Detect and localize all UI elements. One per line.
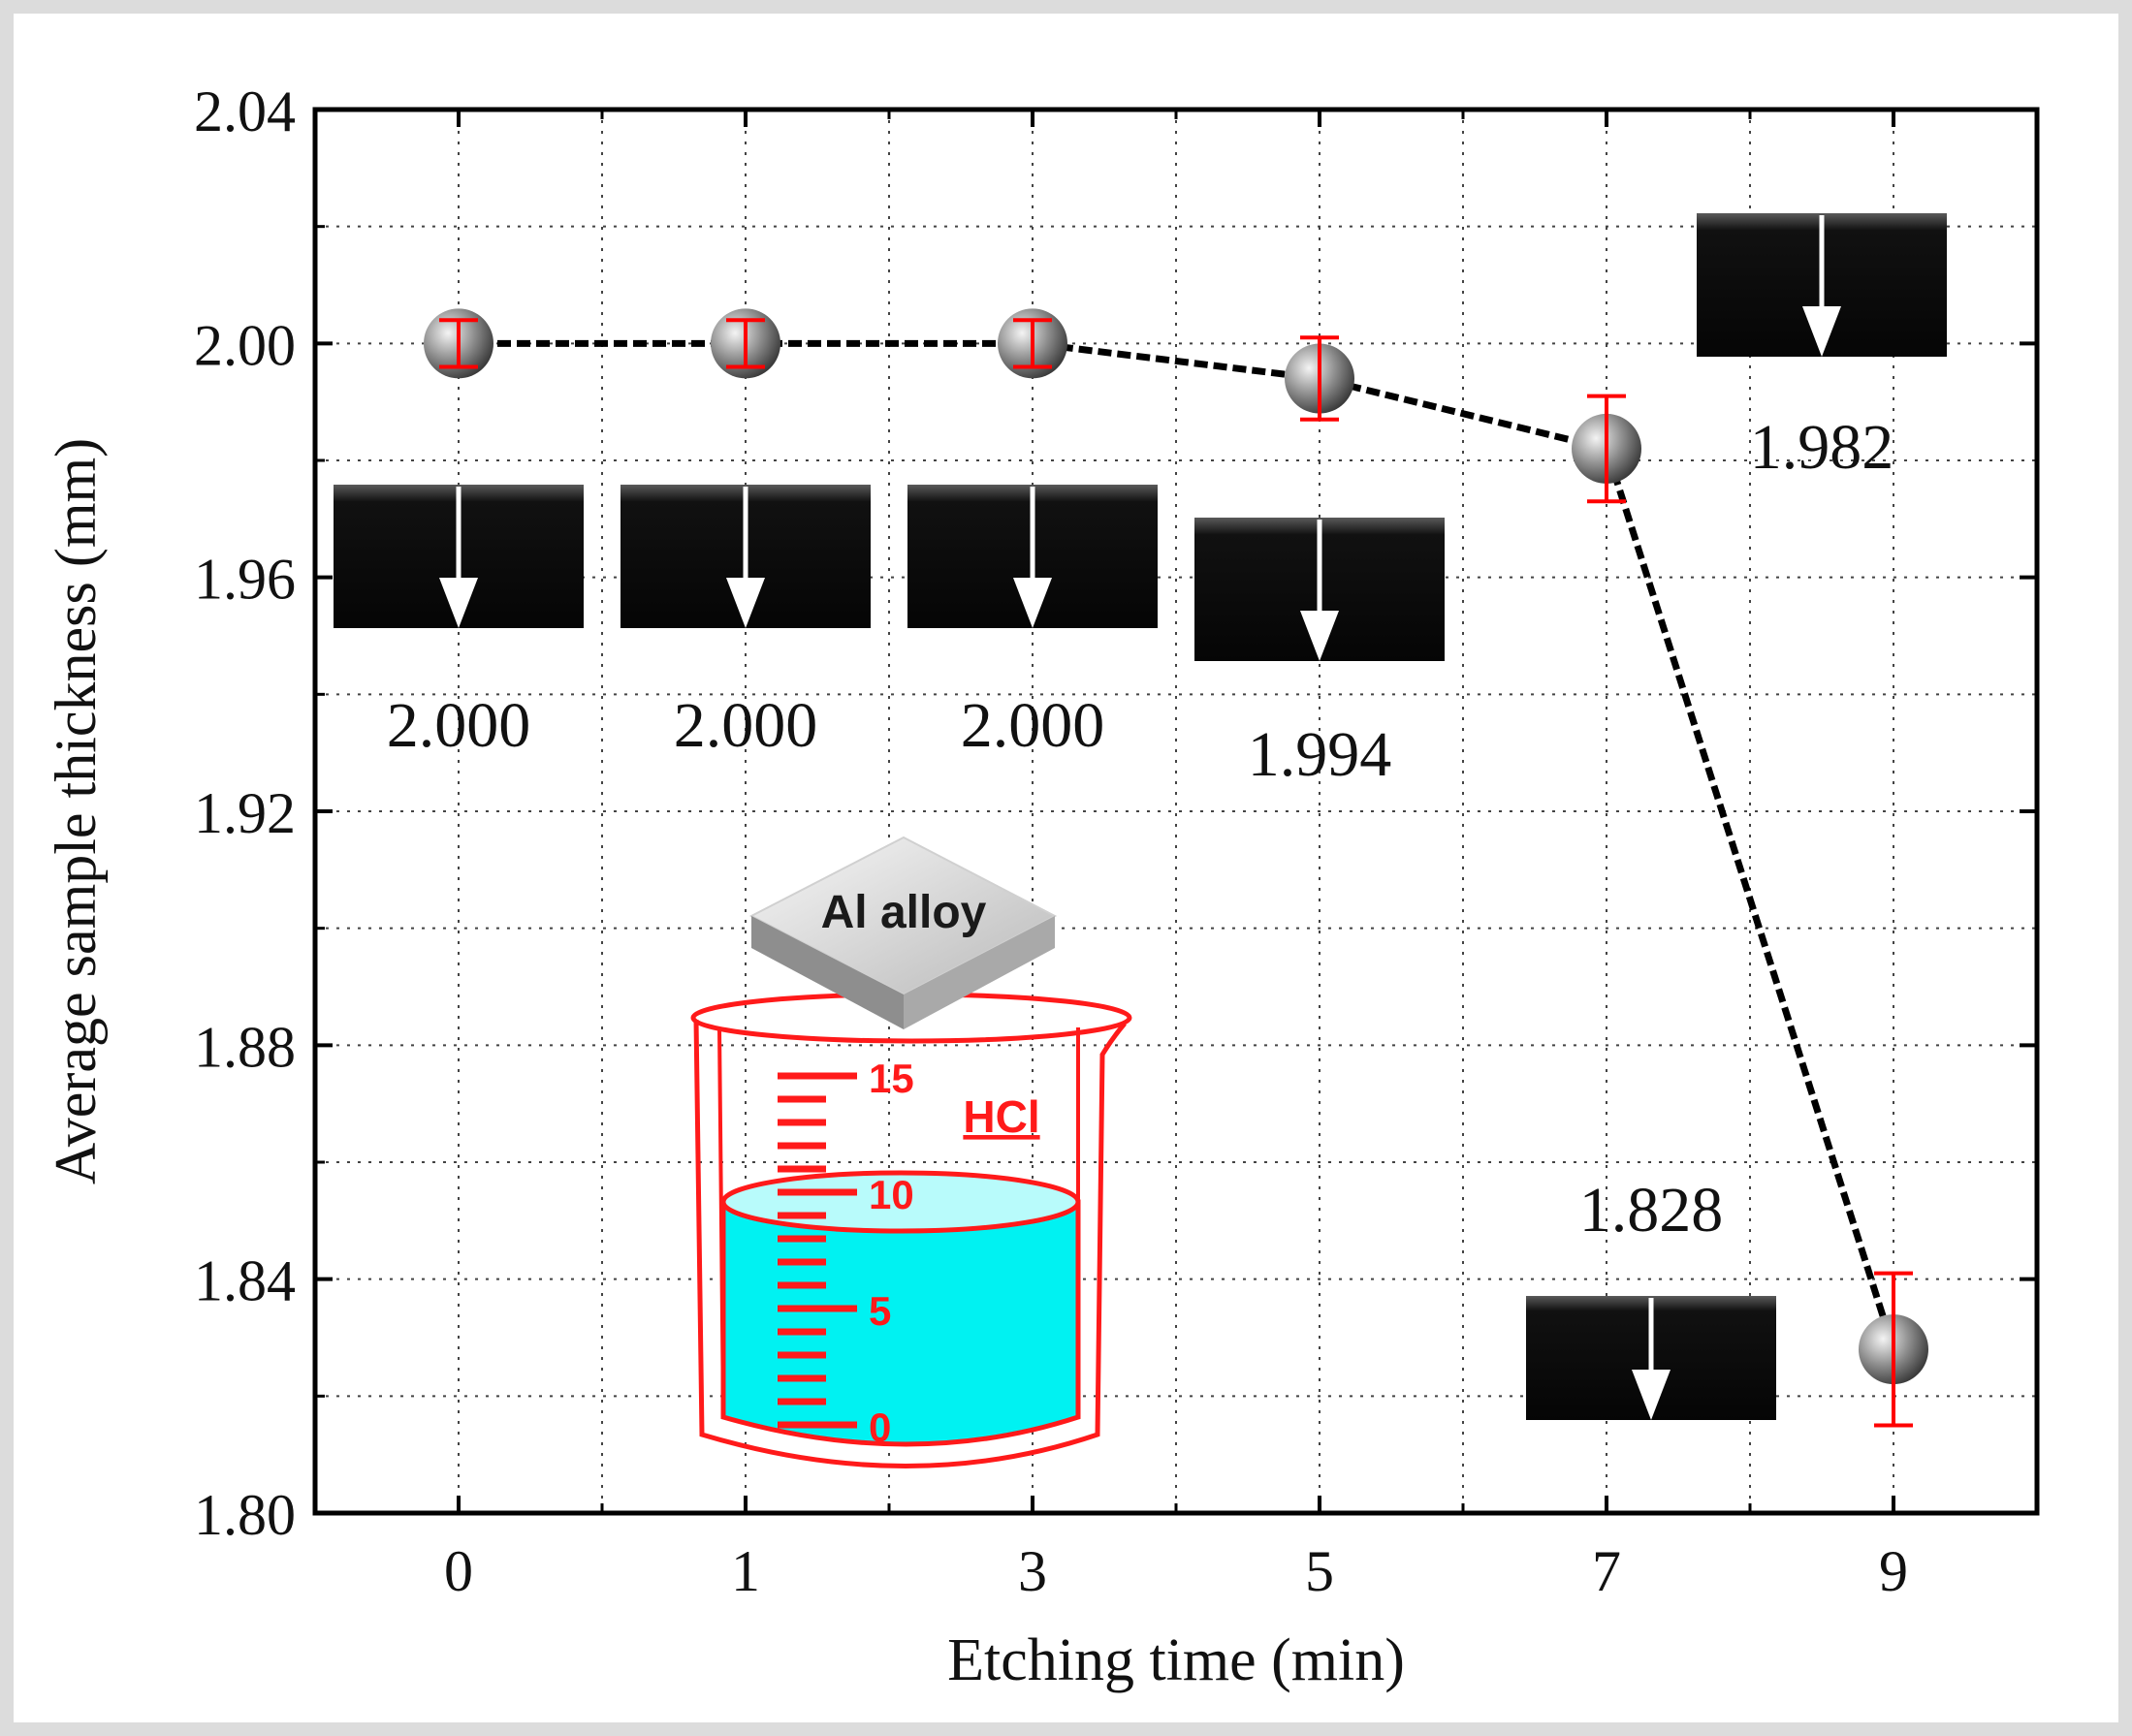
data-point <box>1859 1271 1928 1428</box>
data-point <box>711 308 780 379</box>
x-tick-label: 7 <box>1592 1539 1621 1603</box>
cross-section-image <box>907 485 1158 628</box>
graduation-label: 15 <box>869 1056 914 1101</box>
y-tick-label: 1.92 <box>194 781 296 845</box>
etching-inset: 15 10 5 0 <box>690 836 1132 1468</box>
thickness-arrow-head <box>1632 1370 1671 1420</box>
y-tick-label: 2.00 <box>194 313 296 377</box>
y-axis-title: Average sample thickness (mm) <box>44 438 108 1184</box>
acid-liquid <box>720 1199 1081 1447</box>
graduation-label: 5 <box>869 1288 891 1334</box>
cross-section-images <box>334 213 1947 1420</box>
thickness-arrow-head <box>439 578 478 628</box>
series-thickness <box>424 308 1928 1428</box>
al-alloy-plate <box>748 836 1058 1029</box>
data-point <box>998 308 1067 379</box>
cross-section-image <box>1697 213 1947 357</box>
beaker-graduations: 15 10 5 0 <box>778 1056 914 1450</box>
y-tick-label: 1.88 <box>194 1015 296 1079</box>
graduation-label: 0 <box>869 1405 891 1450</box>
x-axis-title: Etching time (min) <box>947 1627 1405 1693</box>
beaker-body <box>693 1019 1127 1468</box>
point-value-label: 2.000 <box>961 690 1105 761</box>
point-value-label: 1.994 <box>1248 719 1392 790</box>
y-tick-label: 1.96 <box>194 548 296 612</box>
acid-label: HCl <box>963 1091 1039 1142</box>
point-value-label: 1.828 <box>1579 1175 1724 1246</box>
y-tick-label: 2.04 <box>194 79 296 143</box>
y-tick-label: 1.80 <box>194 1483 296 1547</box>
graduation-label: 10 <box>869 1172 914 1217</box>
cross-section-image <box>1194 518 1445 661</box>
cross-section-image <box>621 485 871 628</box>
point-value-label: 1.982 <box>1750 412 1894 483</box>
x-tick-label: 1 <box>731 1539 760 1603</box>
cross-section-image <box>334 485 584 628</box>
thickness-arrow-head <box>1013 578 1052 628</box>
sample-label: Al alloy <box>821 887 987 938</box>
x-tick-label: 0 <box>444 1539 473 1603</box>
thickness-arrow-head <box>1300 611 1339 661</box>
data-point <box>1285 335 1354 422</box>
data-point <box>1572 394 1641 504</box>
x-tick-label: 3 <box>1018 1539 1047 1603</box>
point-labels: 2.000 2.000 2.000 1.994 1.982 1.828 <box>387 412 1894 1246</box>
point-value-label: 2.000 <box>387 690 531 761</box>
axes: 1.80 1.84 1.88 1.92 1.96 2.00 2.04 0 1 3 5 7 9 <box>194 79 2040 1603</box>
thickness-arrow-head <box>1802 306 1841 357</box>
data-point <box>424 308 493 379</box>
x-tick-label: 9 <box>1879 1539 1908 1603</box>
cross-section-image <box>1526 1296 1776 1420</box>
series-line <box>459 339 1897 1351</box>
x-tick-label: 5 <box>1305 1539 1334 1603</box>
point-value-label: 2.000 <box>674 690 818 761</box>
y-tick-label: 1.84 <box>194 1249 296 1313</box>
thickness-arrow-head <box>726 578 765 628</box>
